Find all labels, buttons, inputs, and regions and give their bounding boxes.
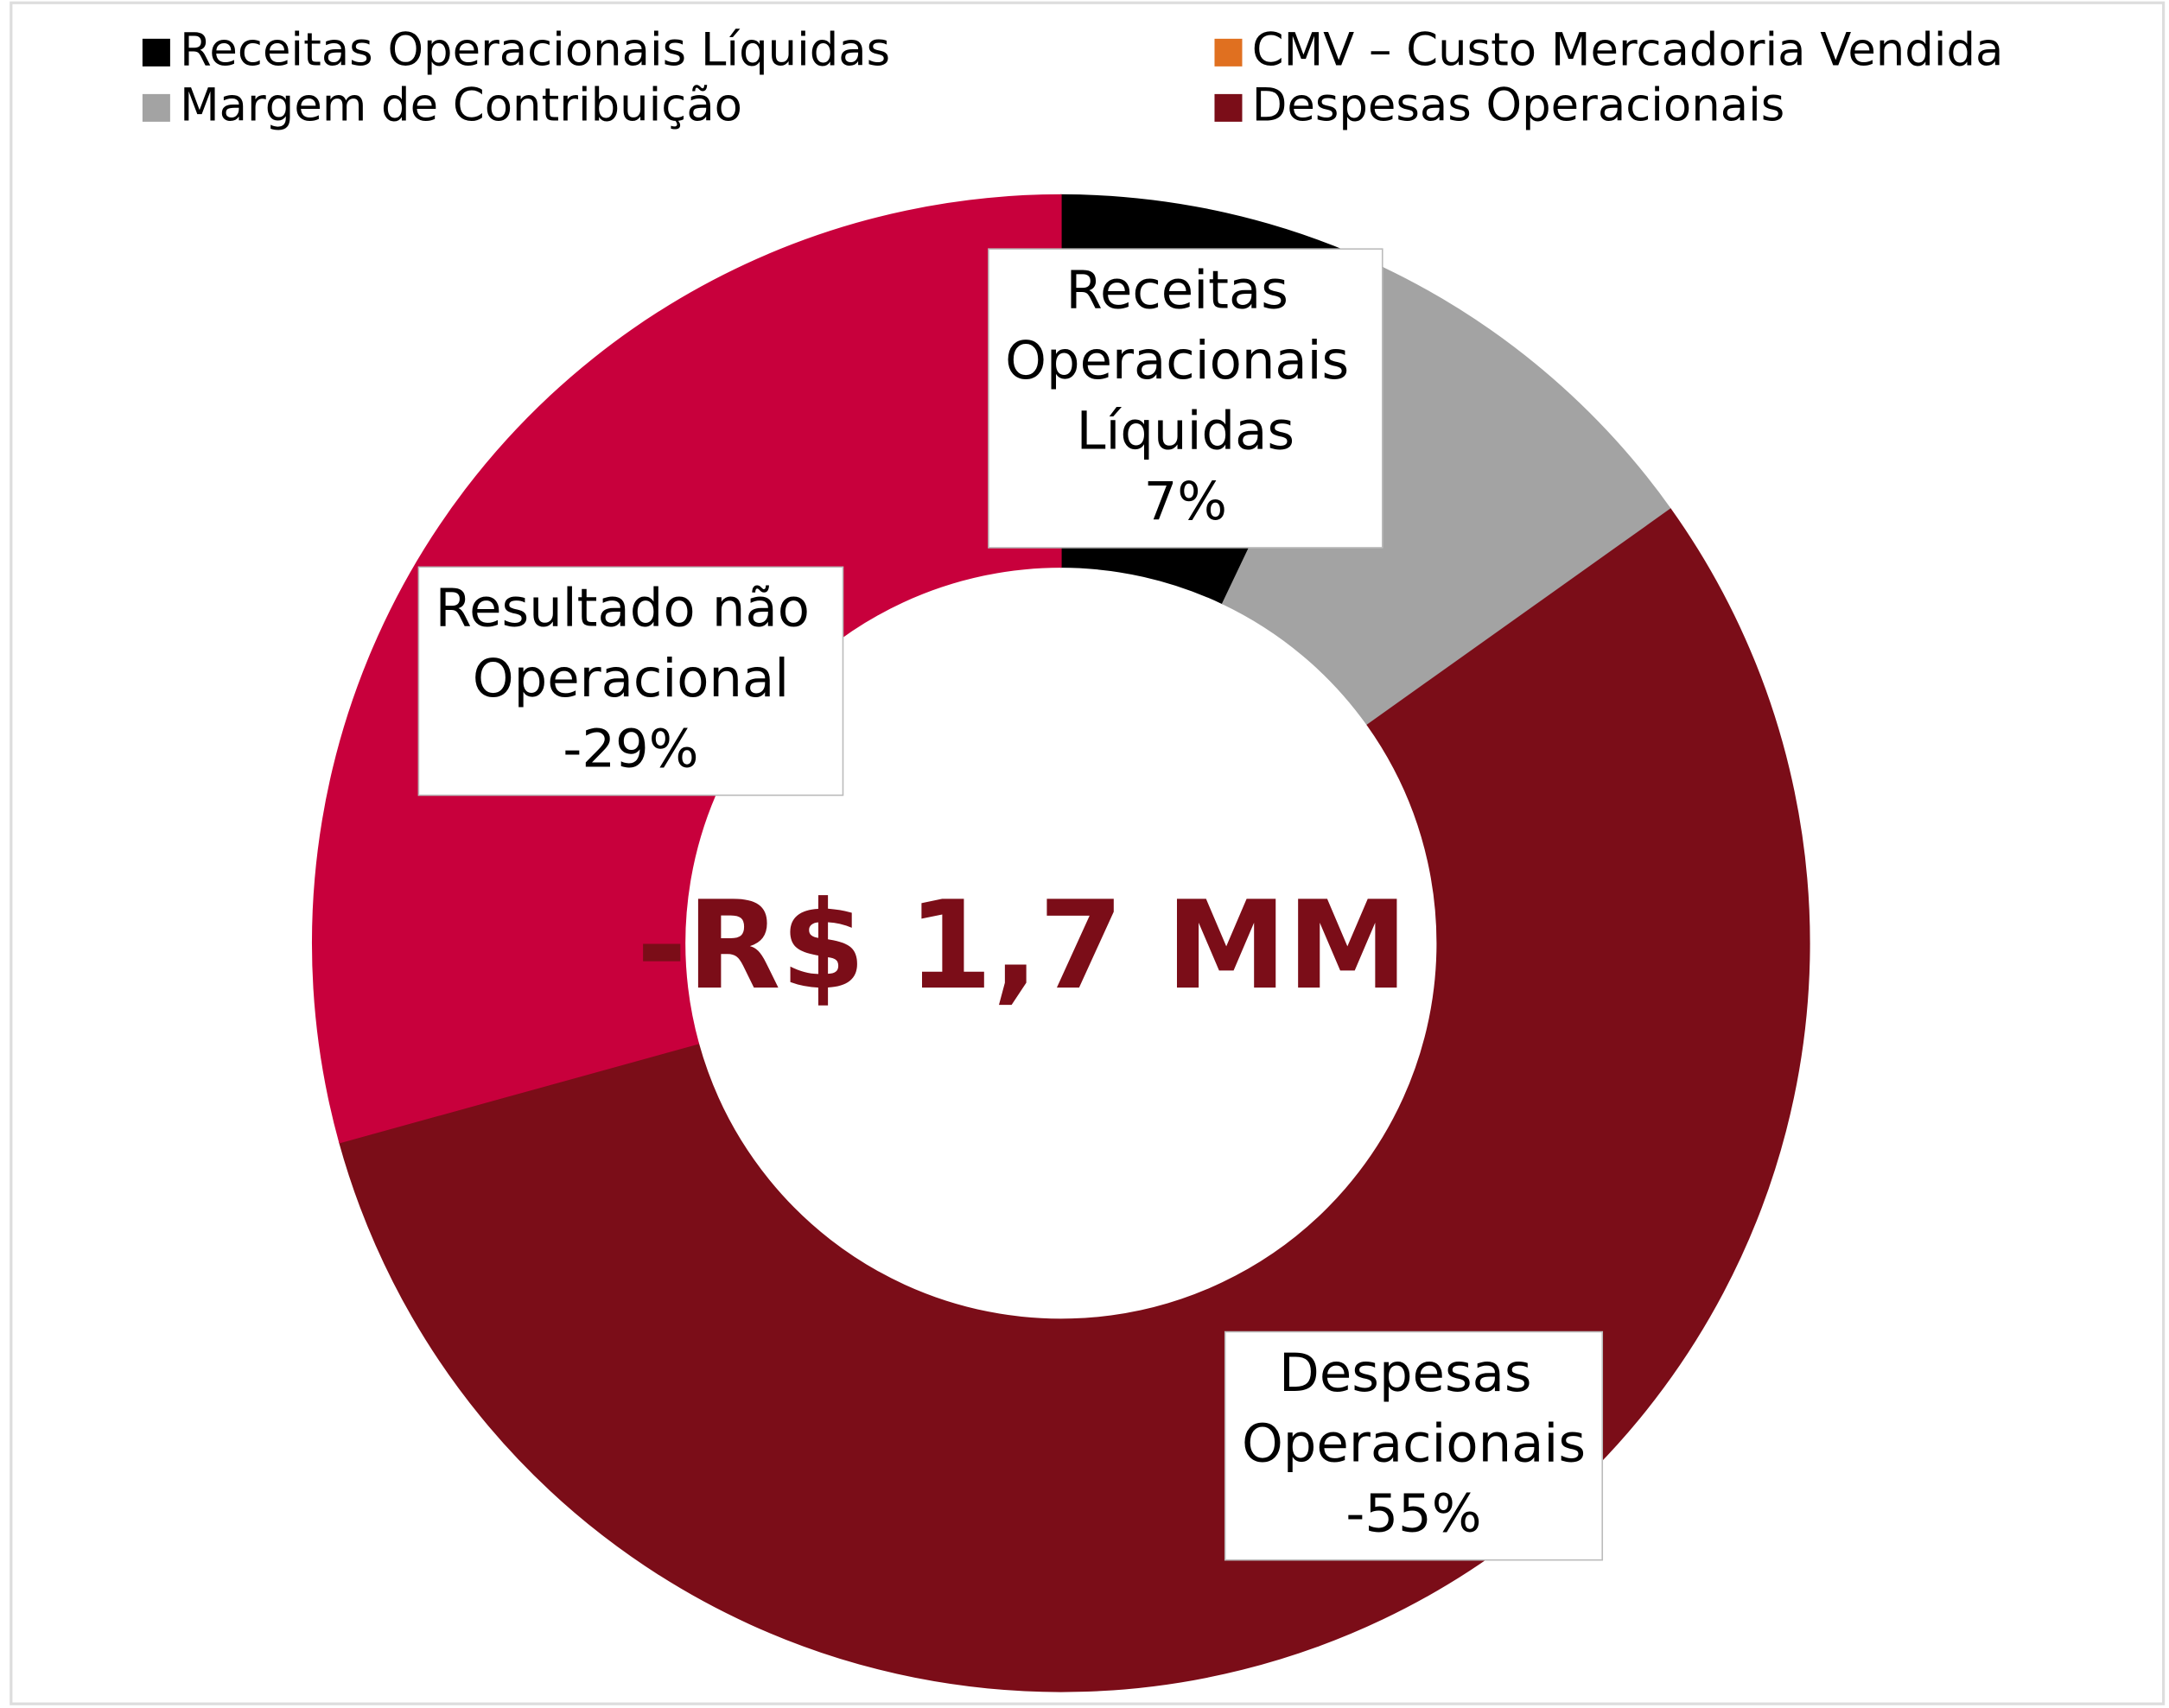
data-label-name: Receitas Operacionais Líquidas (1005, 260, 1365, 461)
legend-label: CMV – Custo Mercadoria Vendida (1252, 23, 2004, 76)
legend-label: Receitas Operacionais Líquidas (180, 23, 890, 76)
data-label: Despesas Operacionais -55% (1224, 1330, 1604, 1561)
data-label-box (417, 566, 844, 797)
data-label-value: 7% (1144, 472, 1227, 532)
data-label-value: -29% (563, 719, 698, 779)
legend-label: Margem de Contribuição (180, 79, 742, 132)
legend-swatch (142, 38, 170, 67)
legend-swatch (1214, 38, 1243, 67)
legend-label: Despesas Operacionais (1252, 79, 1785, 132)
center-label: -R$ 1,7 MM (637, 875, 1409, 1017)
legend-swatch (1214, 93, 1243, 122)
data-label: Resultado não Operacional -29% (417, 566, 844, 797)
data-label-name: Despesas Operacionais (1242, 1343, 1586, 1474)
legend-swatch (142, 93, 170, 122)
data-label-box (1224, 1330, 1604, 1561)
data-label-name: Resultado não Operacional (436, 578, 827, 709)
data-label-value: -55% (1345, 1484, 1481, 1545)
data-label-box (988, 248, 1383, 549)
data-label: Receitas Operacionais Líquidas 7% (988, 248, 1383, 549)
